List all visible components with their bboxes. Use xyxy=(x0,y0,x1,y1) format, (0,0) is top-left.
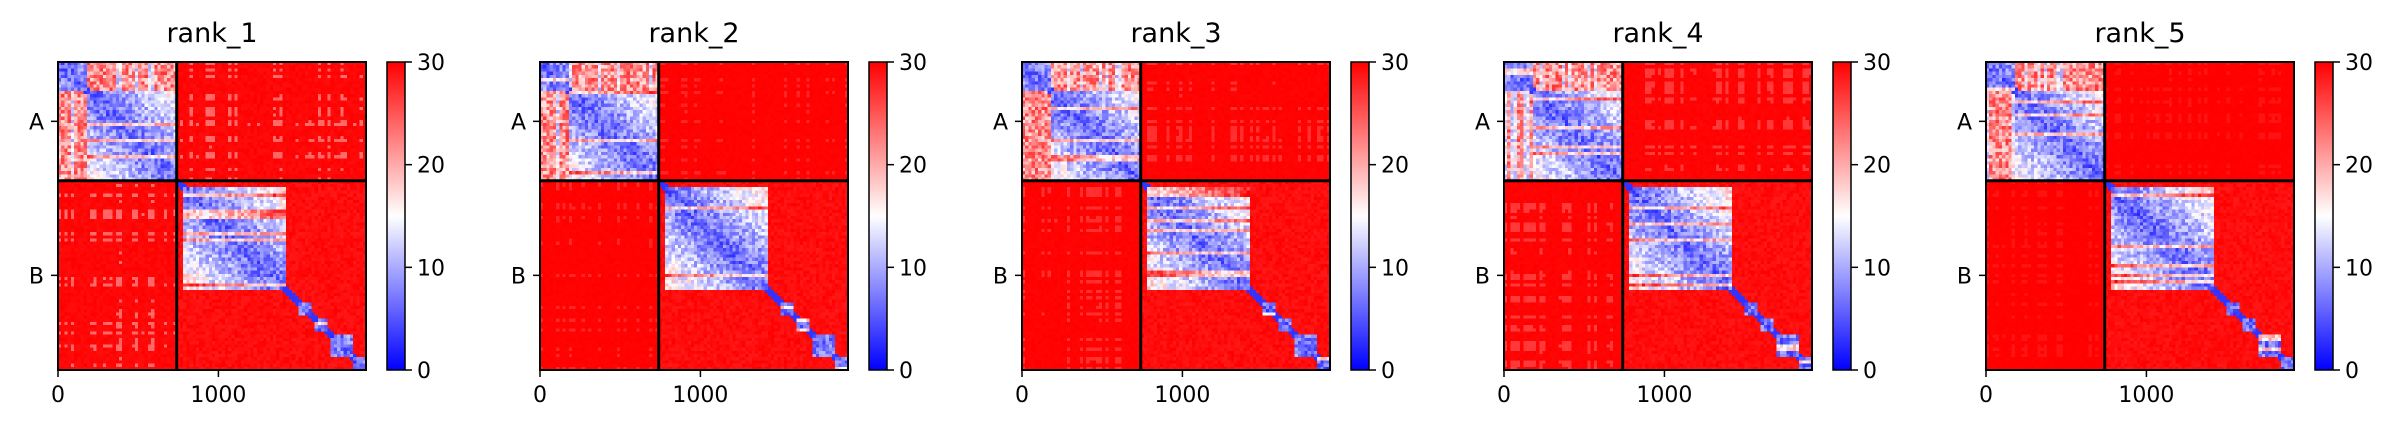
panel-title: rank_3 xyxy=(1130,18,1221,49)
colorbar-tick-label: 10 xyxy=(899,256,927,281)
colorbar-tick-label: 0 xyxy=(1863,359,1877,384)
colorbar-tick-label: 30 xyxy=(1381,51,1409,76)
panel-title: rank_5 xyxy=(2094,18,2185,49)
panel-2: rank_2 0 1000 A B 0 10 20 30 xyxy=(511,18,927,408)
heatmap-frame xyxy=(539,61,849,371)
heatmap-frame xyxy=(1021,61,1331,371)
x-tick-label: 1000 xyxy=(1154,383,1210,408)
x-tick-label: 1000 xyxy=(190,383,246,408)
y-tick-label: B xyxy=(993,264,1008,289)
colorbar-tick-label: 30 xyxy=(1863,51,1891,76)
colorbar xyxy=(868,61,888,371)
heatmap-image xyxy=(540,62,848,370)
panel-title: rank_2 xyxy=(648,18,739,49)
y-tick-label: B xyxy=(29,264,44,289)
heatmap-frame xyxy=(1985,61,2295,371)
panel-4: rank_4 0 1000 A B 0 10 20 30 xyxy=(1475,18,1891,408)
heatmap-frame xyxy=(1503,61,1813,371)
x-tick-label: 1000 xyxy=(672,383,728,408)
colorbar-tick-label: 20 xyxy=(899,154,927,179)
x-tick-label: 0 xyxy=(1497,383,1511,408)
colorbar-tick-label: 30 xyxy=(899,51,927,76)
x-tick-label: 0 xyxy=(533,383,547,408)
colorbar-tick-label: 20 xyxy=(2345,154,2373,179)
colorbar-tick-label: 0 xyxy=(417,359,431,384)
colorbar-tick-label: 0 xyxy=(1381,359,1395,384)
y-tick-label: A xyxy=(1957,110,1972,135)
panel-title: rank_1 xyxy=(166,18,257,49)
heatmap-image xyxy=(1986,62,2294,370)
x-tick-label: 0 xyxy=(1979,383,1993,408)
colorbar xyxy=(1350,61,1370,371)
colorbar xyxy=(2314,61,2334,371)
colorbar-tick-label: 30 xyxy=(2345,51,2373,76)
colorbar-tick-label: 10 xyxy=(2345,256,2373,281)
heatmap-image xyxy=(1022,62,1330,370)
y-tick-label: A xyxy=(29,110,44,135)
colorbar-tick-label: 0 xyxy=(899,359,913,384)
x-tick-label: 1000 xyxy=(2118,383,2174,408)
y-tick-label: B xyxy=(511,264,526,289)
panel-5: rank_5 0 1000 A B 0 10 20 30 xyxy=(1957,18,2373,408)
y-tick-label: A xyxy=(993,110,1008,135)
heatmap-image xyxy=(58,62,366,370)
colorbar xyxy=(1832,61,1852,371)
y-tick-label: B xyxy=(1957,264,1972,289)
colorbar-tick-label: 10 xyxy=(1863,256,1891,281)
heatmap-frame xyxy=(57,61,367,371)
colorbar-tick-label: 10 xyxy=(417,256,445,281)
colorbar-tick-label: 20 xyxy=(1863,154,1891,179)
y-tick-label: B xyxy=(1475,264,1490,289)
x-tick-label: 1000 xyxy=(1636,383,1692,408)
x-tick-label: 0 xyxy=(51,383,65,408)
heatmap-image xyxy=(1504,62,1812,370)
colorbar xyxy=(386,61,406,371)
colorbar-tick-label: 20 xyxy=(417,154,445,179)
y-tick-label: A xyxy=(1475,110,1490,135)
colorbar-tick-label: 30 xyxy=(417,51,445,76)
panel-title: rank_4 xyxy=(1612,18,1703,49)
panel-1: rank_1 0 1000 A B 0 10 20 30 xyxy=(29,18,445,408)
colorbar-tick-label: 20 xyxy=(1381,154,1409,179)
panel-3: rank_3 0 1000 A B 0 10 20 30 xyxy=(993,18,1409,408)
x-tick-label: 0 xyxy=(1015,383,1029,408)
y-tick-label: A xyxy=(511,110,526,135)
colorbar-tick-label: 10 xyxy=(1381,256,1409,281)
colorbar-tick-label: 0 xyxy=(2345,359,2359,384)
